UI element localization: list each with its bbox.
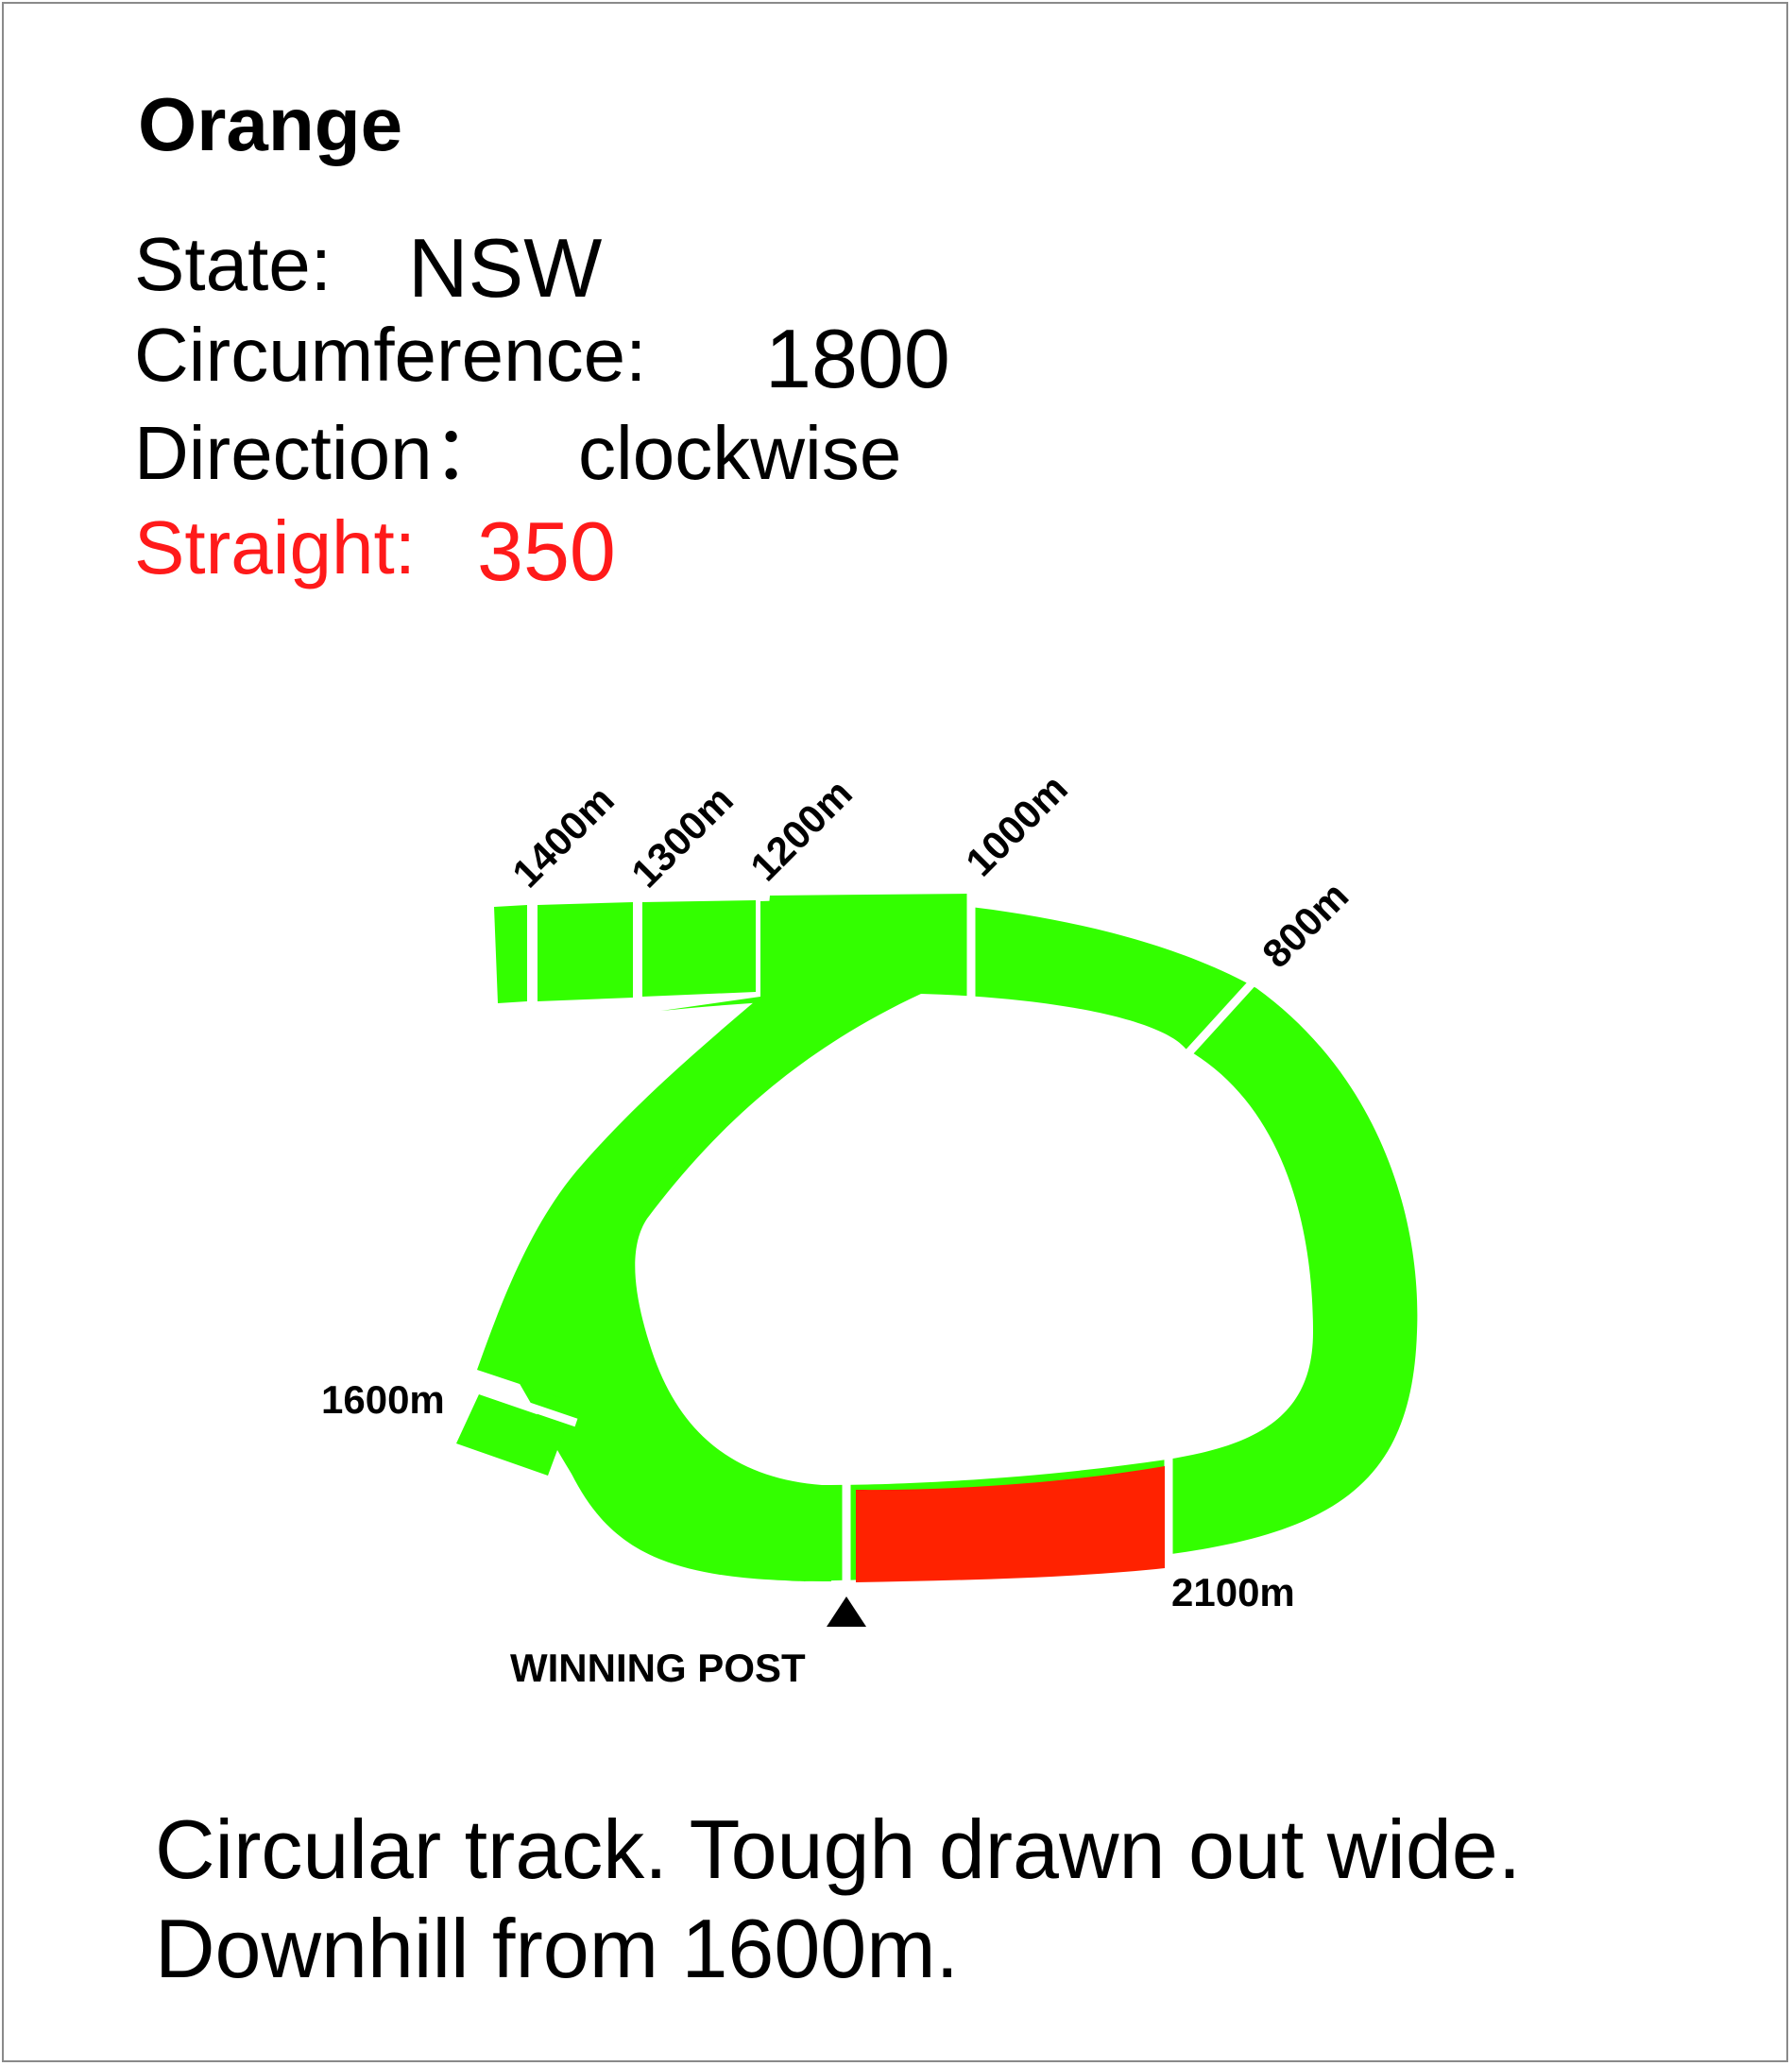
- track-chute: [477, 895, 968, 1581]
- marker-1600: 1600m: [321, 1377, 445, 1422]
- home-straight: [856, 1466, 1165, 1582]
- note-line-2: Downhill from 1600m.: [155, 1902, 959, 1995]
- track-infield: [635, 994, 1313, 1485]
- chute-segment-1200: [642, 900, 756, 997]
- state-label: State:: [134, 222, 333, 306]
- direction-value: clockwise: [578, 411, 902, 495]
- note-line-1: Circular track. Tough drawn out wide.: [155, 1802, 1522, 1896]
- marker-line-1600: [469, 1382, 578, 1427]
- track-notes: Circular track. Tough drawn out wide. Do…: [155, 1800, 1521, 1998]
- chute-segment-1400: [494, 905, 527, 1003]
- state-value: NSW: [408, 221, 603, 315]
- marker-1200: 1200m: [742, 771, 861, 890]
- chute-segment-1600: [456, 1394, 567, 1476]
- track-title: Orange: [138, 82, 403, 166]
- circumference-label: Circumference:: [134, 313, 647, 397]
- circumference-value: 1800: [765, 312, 950, 405]
- marker-1400: 1400m: [503, 777, 623, 896]
- marker-1300: 1300m: [623, 777, 742, 896]
- marker-2100: 2100m: [1171, 1570, 1295, 1614]
- straight-value: 350: [477, 504, 616, 598]
- straight-label: Straight:: [134, 505, 416, 589]
- direction-label: Direction：: [134, 411, 508, 495]
- marker-800: 800m: [1254, 873, 1357, 976]
- marker-line-800: [1182, 979, 1256, 1060]
- chute-segment-1300: [538, 902, 633, 1001]
- winning-post-icon: [827, 1596, 866, 1627]
- marker-1000: 1000m: [957, 766, 1076, 885]
- winning-post-label: WINNING POST: [510, 1646, 806, 1690]
